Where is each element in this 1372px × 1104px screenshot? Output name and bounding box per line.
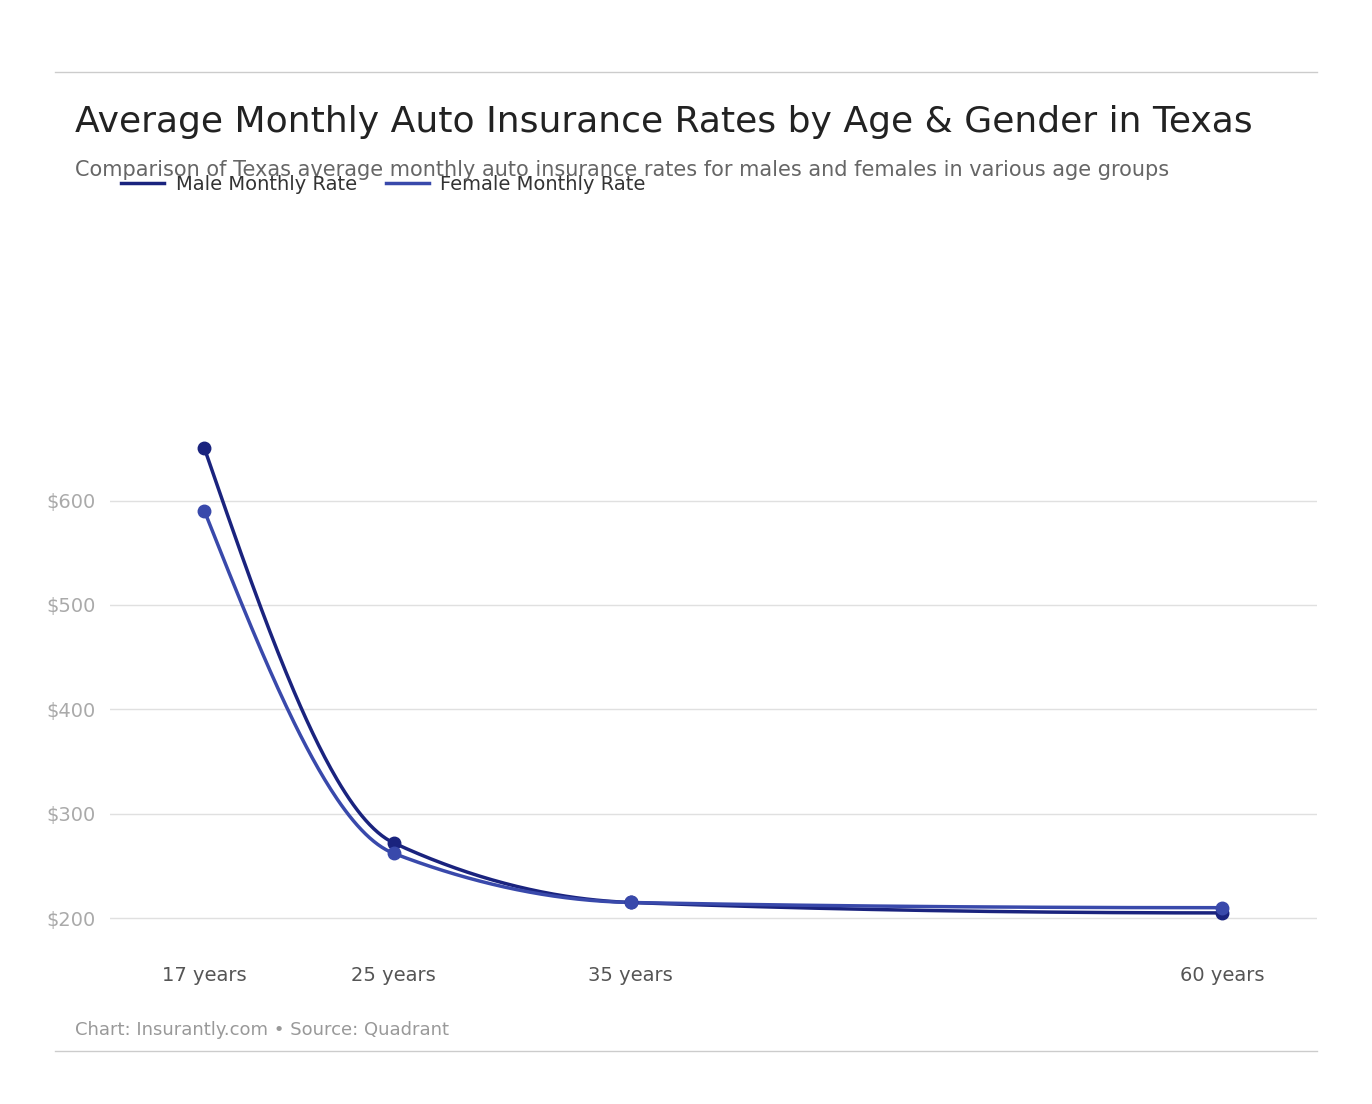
Point xyxy=(1211,899,1233,916)
Point xyxy=(620,893,642,911)
Legend: Male Monthly Rate, Female Monthly Rate: Male Monthly Rate, Female Monthly Rate xyxy=(114,167,653,202)
Point xyxy=(620,893,642,911)
Text: Comparison of Texas average monthly auto insurance rates for males and females i: Comparison of Texas average monthly auto… xyxy=(75,160,1169,180)
Point xyxy=(193,502,215,520)
Point xyxy=(1211,904,1233,922)
Text: Chart: Insurantly.com • Source: Quadrant: Chart: Insurantly.com • Source: Quadrant xyxy=(75,1021,450,1039)
Point xyxy=(383,835,405,852)
Point xyxy=(193,439,215,457)
Point xyxy=(383,845,405,862)
Text: Average Monthly Auto Insurance Rates by Age & Gender in Texas: Average Monthly Auto Insurance Rates by … xyxy=(75,105,1253,139)
